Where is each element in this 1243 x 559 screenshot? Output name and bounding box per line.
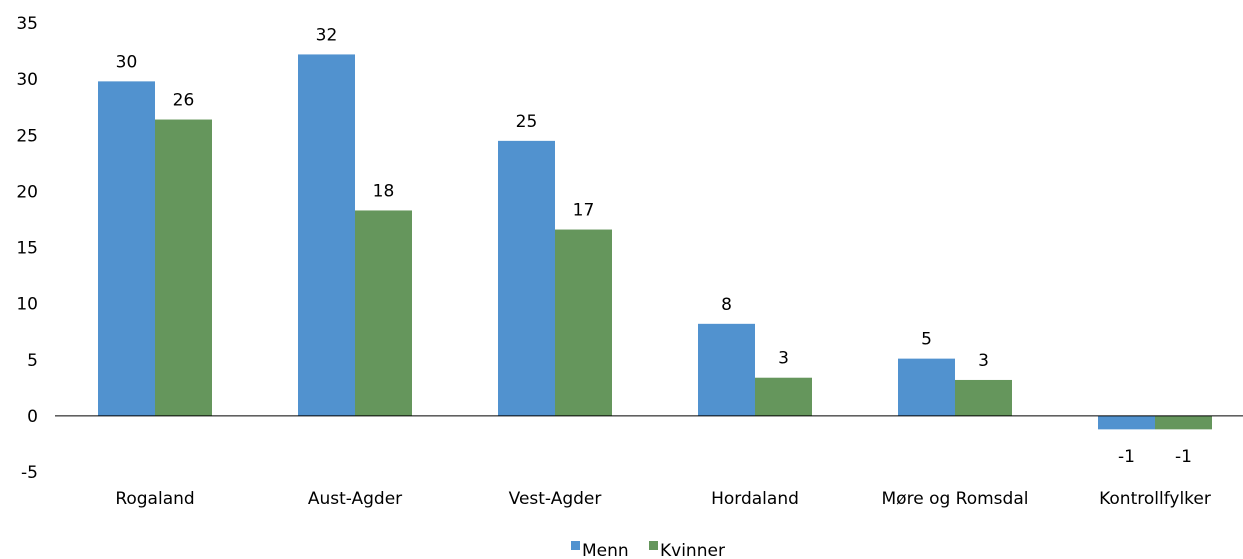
y-tick-label: -5 <box>21 463 38 483</box>
legend-swatch-kvinner <box>649 541 658 550</box>
y-tick-label: 15 <box>16 239 38 259</box>
x-category-label: Vest-Agder <box>509 489 602 509</box>
bar-menn-0 <box>98 81 155 416</box>
data-label: 26 <box>173 91 195 111</box>
bar-menn-5 <box>1098 415 1155 430</box>
data-label: 32 <box>316 25 338 45</box>
bar-kvinner-5 <box>1155 415 1212 430</box>
y-tick-label: 35 <box>16 14 38 34</box>
bar-menn-3 <box>698 323 755 416</box>
bars <box>98 54 1212 430</box>
x-category-label: Kontrollfylker <box>1099 489 1211 509</box>
data-label: -1 <box>1175 447 1192 467</box>
data-label: 17 <box>573 201 595 221</box>
legend-label-menn: Menn <box>582 541 629 559</box>
data-labels: 30 26 32 18 25 17 8 3 5 3 -1 -1 <box>116 25 1192 466</box>
x-category-label: Møre og Romsdal <box>882 489 1029 509</box>
bar-kvinner-4 <box>955 379 1012 416</box>
y-tick-label: 5 <box>27 351 38 371</box>
data-label: 8 <box>721 295 732 315</box>
bar-kvinner-2 <box>555 229 612 416</box>
bar-kvinner-3 <box>755 377 812 416</box>
legend-label-kvinner: Kvinner <box>660 541 725 559</box>
legend-swatch-menn <box>571 541 580 550</box>
bar-menn-4 <box>898 358 955 416</box>
data-label: 25 <box>516 112 538 132</box>
data-label: 30 <box>116 52 138 72</box>
y-axis-ticks: -5 0 5 10 15 20 25 30 35 <box>16 14 38 483</box>
bar-menn-1 <box>298 54 355 416</box>
data-label: -1 <box>1118 447 1135 467</box>
data-label: 3 <box>978 351 989 371</box>
y-tick-label: 20 <box>16 182 38 202</box>
y-tick-label: 10 <box>16 295 38 315</box>
bar-kvinner-0 <box>155 119 212 416</box>
bar-menn-2 <box>498 140 555 416</box>
x-category-label: Hordaland <box>711 489 799 509</box>
y-tick-label: 0 <box>27 407 38 427</box>
bar-kvinner-1 <box>355 210 412 416</box>
y-tick-label: 30 <box>16 70 38 90</box>
category-labels: Rogaland Aust-Agder Vest-Agder Hordaland Mør… <box>115 489 1211 509</box>
legend: Menn Kvinner <box>571 541 725 559</box>
data-label: 18 <box>373 181 395 201</box>
x-category-label: Rogaland <box>115 489 194 509</box>
y-tick-label: 25 <box>16 126 38 146</box>
data-label: 5 <box>921 330 932 350</box>
data-label: 3 <box>778 349 789 369</box>
x-category-label: Aust-Agder <box>308 489 402 509</box>
